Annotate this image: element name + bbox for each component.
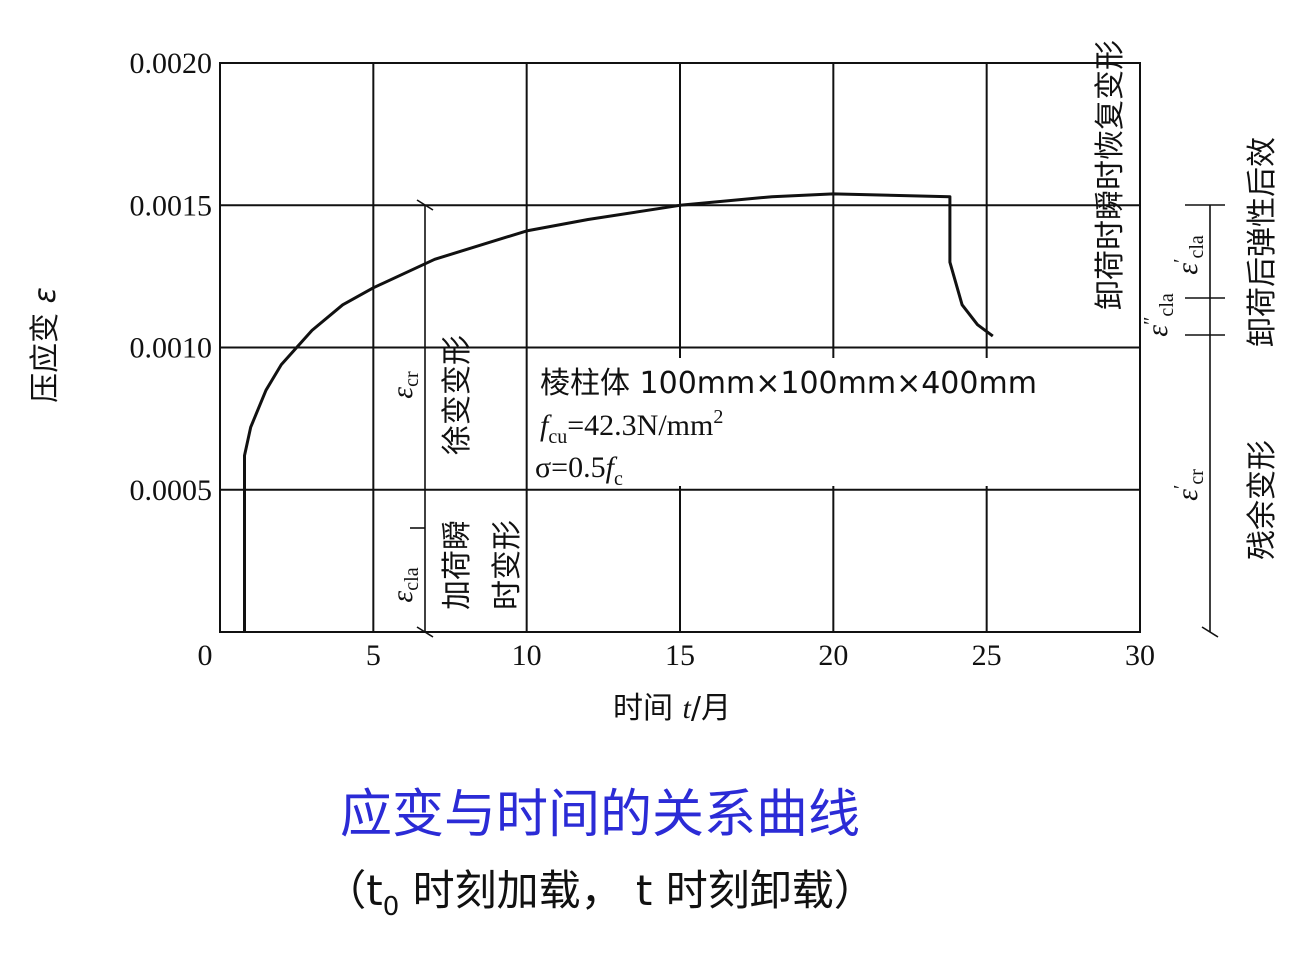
annotation: 时变形 xyxy=(490,520,525,610)
y-tick-label: 0.0020 xyxy=(130,47,213,80)
x-tick-label: 0 xyxy=(198,639,213,672)
spec-line: σ=0.5fc xyxy=(535,451,623,490)
annotation: 卸荷时瞬时恢复变形 xyxy=(1093,40,1128,310)
x-tick-label: 15 xyxy=(665,639,695,672)
x-tick-label: 20 xyxy=(818,639,848,672)
data-line xyxy=(243,192,994,632)
annotation: 加荷瞬 xyxy=(440,520,475,610)
symbol: ε′cr xyxy=(1170,469,1208,501)
annotation: 徐变变形 xyxy=(440,335,475,455)
y-tick-label: 0.0010 xyxy=(130,332,213,365)
annotation: 残余变形 xyxy=(1245,440,1280,560)
chart-subtitle: （t0 时刻加载， t 时刻卸载） xyxy=(324,866,876,922)
x-axis-label: 时间 t/月 xyxy=(613,691,731,726)
spec-box xyxy=(535,358,1135,486)
symbol: ε″cla xyxy=(1140,293,1178,337)
spec-line: 棱柱体 100mm×100mm×400mm xyxy=(540,366,1037,401)
x-tick-label: 5 xyxy=(366,639,381,672)
y-tick-label: 0.0005 xyxy=(130,474,213,507)
y-tick-label: 0.0015 xyxy=(130,189,213,222)
annotation: 卸荷后弹性后效 xyxy=(1245,137,1280,347)
plot: 0.0005 0.0010 0.0015 0.0020 0 5 10 15 20 25 30 xyxy=(130,47,1156,672)
symbol: εcr xyxy=(386,371,423,399)
y-axis-label: 压应变 ε xyxy=(28,287,63,403)
x-tick-label: 25 xyxy=(972,639,1002,672)
x-tick-label: 30 xyxy=(1125,639,1155,672)
x-tick-label: 10 xyxy=(512,639,542,672)
symbol: εcla xyxy=(386,567,423,602)
spec-line: fcu=42.3N/mm2 xyxy=(540,406,723,448)
dimension-lines xyxy=(410,199,1225,638)
symbol: ε′cla xyxy=(1170,235,1208,275)
chart-title: 应变与时间的关系曲线 xyxy=(340,785,860,845)
